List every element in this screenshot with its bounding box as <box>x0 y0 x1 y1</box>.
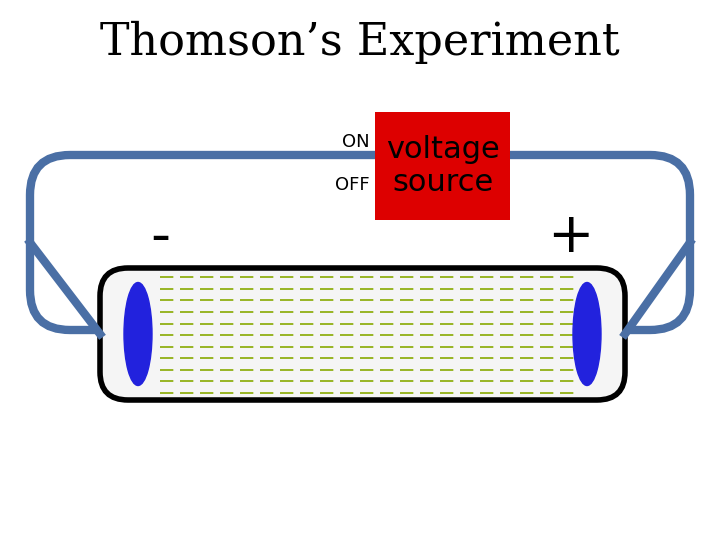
FancyBboxPatch shape <box>375 112 510 220</box>
FancyBboxPatch shape <box>100 268 625 400</box>
Ellipse shape <box>124 282 152 386</box>
Text: voltage
source: voltage source <box>386 134 500 197</box>
Ellipse shape <box>573 282 601 386</box>
Text: Thomson’s Experiment: Thomson’s Experiment <box>100 21 620 64</box>
Text: OFF: OFF <box>336 177 370 194</box>
Text: -: - <box>150 211 170 265</box>
FancyBboxPatch shape <box>30 155 690 330</box>
Text: ON: ON <box>343 133 370 151</box>
Text: +: + <box>546 211 593 265</box>
